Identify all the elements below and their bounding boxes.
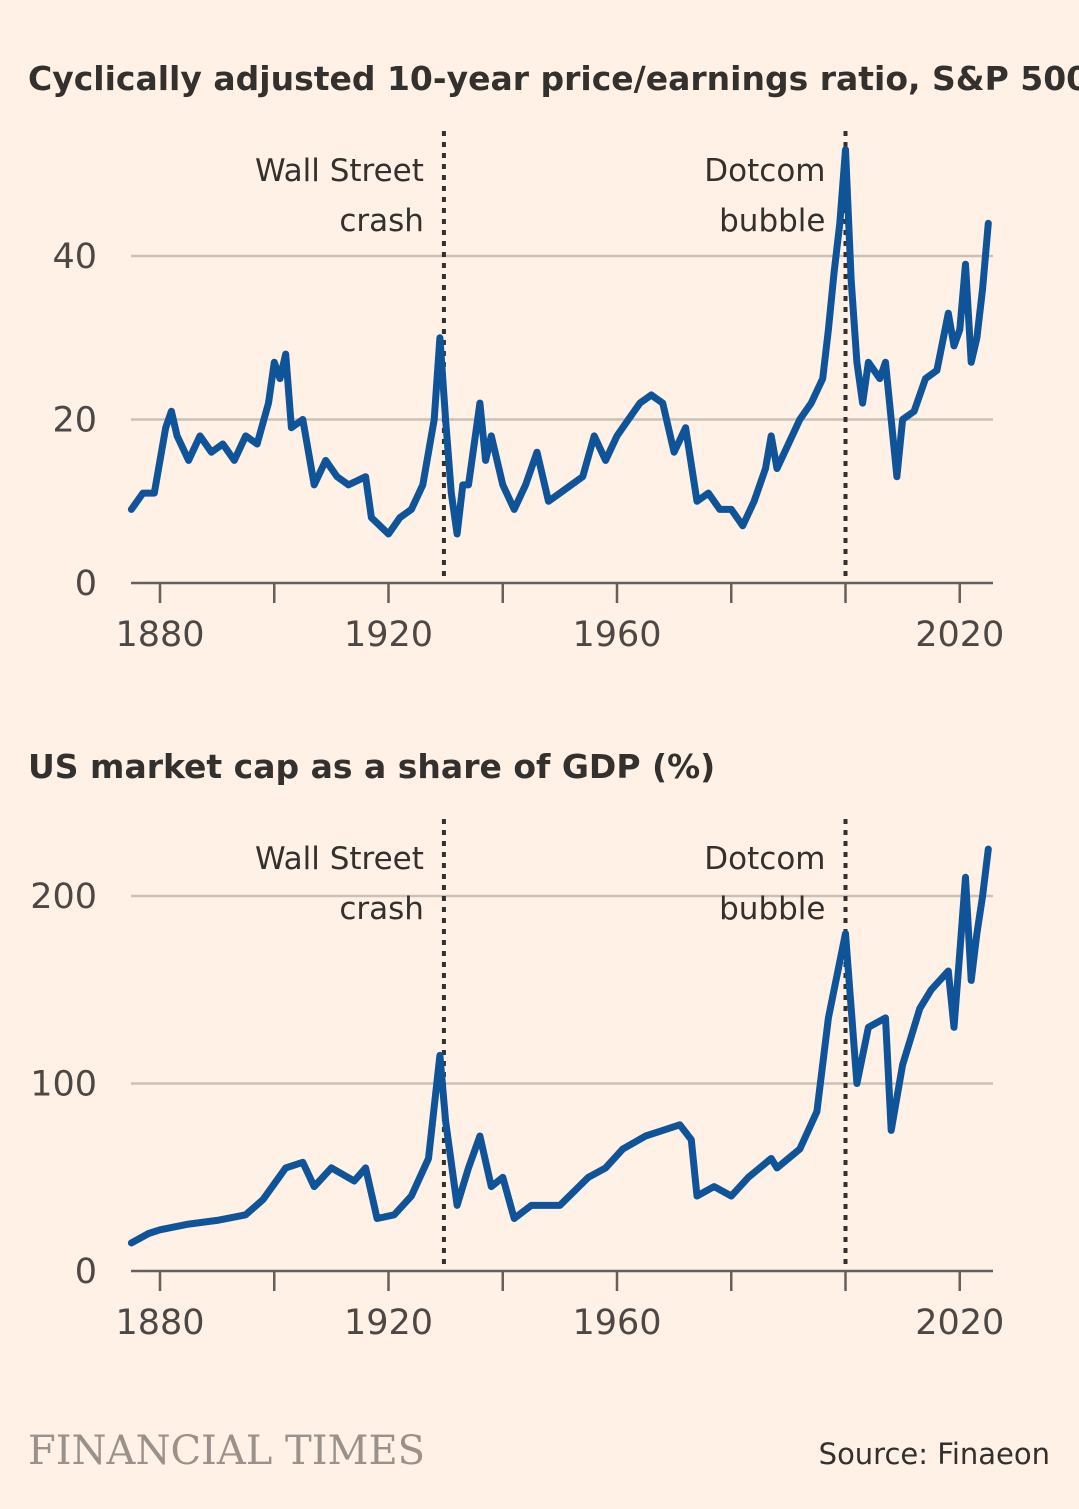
chart-market-cap-gdp: US market cap as a share of GDP (%) 0 100… xyxy=(28,747,1004,1343)
y-tick-label: 100 xyxy=(30,1065,97,1105)
annotation-label: Wall Street xyxy=(255,841,424,877)
annotation-label: crash xyxy=(339,891,424,927)
series-line xyxy=(127,845,992,1247)
x-tick-label: 1960 xyxy=(572,615,661,655)
x-tick-label: 2020 xyxy=(915,1303,1004,1343)
x-tick-label: 2020 xyxy=(915,615,1004,655)
x-tick-label: 1880 xyxy=(115,615,204,655)
y-tick-label: 40 xyxy=(52,237,97,277)
ft-logo: FINANCIAL TIMES xyxy=(28,1428,425,1474)
annotation-label: Dotcom xyxy=(704,153,825,189)
annotation-label: bubble xyxy=(719,891,825,927)
x-tick-label: 1920 xyxy=(344,615,433,655)
annotation-label: bubble xyxy=(719,203,825,239)
y-tick-label: 20 xyxy=(52,401,97,441)
y-tick-label: 0 xyxy=(75,1252,97,1292)
x-tick-label: 1920 xyxy=(344,1303,433,1343)
y-tick-label: 200 xyxy=(30,877,97,917)
x-tick-label: 1880 xyxy=(115,1303,204,1343)
chart-title: US market cap as a share of GDP (%) xyxy=(28,747,715,786)
y-tick-label: 0 xyxy=(75,564,97,604)
annotation-label: crash xyxy=(339,203,424,239)
chart-cape: Cyclically adjusted 10-year price/earnin… xyxy=(28,59,1079,655)
x-tick-label: 1960 xyxy=(572,1303,661,1343)
chart-title: Cyclically adjusted 10-year price/earnin… xyxy=(28,59,1079,98)
annotation-label: Wall Street xyxy=(255,153,424,189)
annotation-label: Dotcom xyxy=(704,841,825,877)
source-note: Source: Finaeon xyxy=(819,1437,1050,1471)
